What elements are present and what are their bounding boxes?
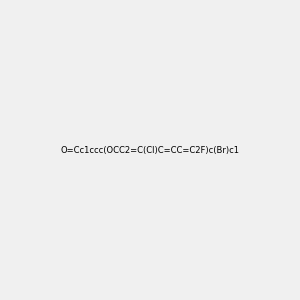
Text: O=Cc1ccc(OCC2=C(Cl)C=CC=C2F)c(Br)c1: O=Cc1ccc(OCC2=C(Cl)C=CC=C2F)c(Br)c1 [61, 146, 239, 154]
